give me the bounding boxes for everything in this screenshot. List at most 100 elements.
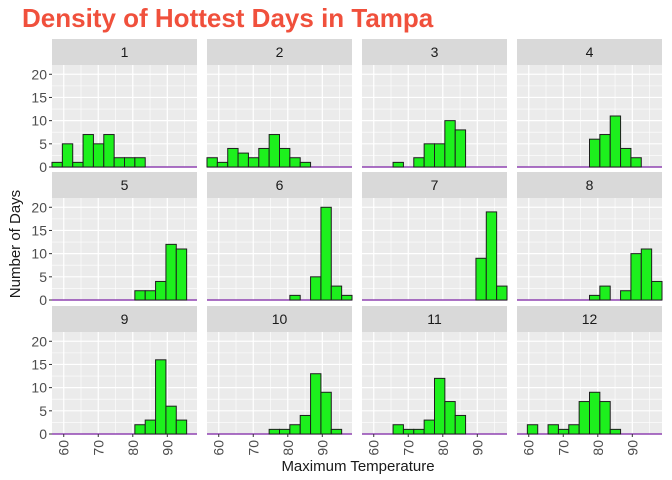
facet-strip [207,306,352,332]
histogram-bar [423,143,435,168]
histogram-bar [402,428,415,435]
histogram-bar [134,424,146,435]
facet-strip-label: 7 [431,177,439,193]
histogram-bar [330,428,343,435]
facet-strip [362,306,507,332]
histogram-bar [279,428,291,435]
histogram-bar [103,134,115,168]
histogram-bar [547,424,559,435]
facet-strip-label: 3 [431,44,439,60]
x-tick-label: 80 [435,440,451,456]
facet-strip-label: 9 [121,311,129,327]
x-axis-title: Maximum Temperature [281,458,434,475]
histogram-bar [589,294,601,301]
y-tick-label: 10 [31,380,47,396]
facet-panel-4: 4 [517,39,662,168]
histogram-bar [454,129,467,168]
histogram-bar [599,285,611,301]
histogram-bar [475,257,487,301]
histogram-bar [485,211,498,301]
chart-title: Density of Hottest Days in Tampa [22,3,434,33]
histogram-bar [61,143,74,168]
x-tick-label: 60 [366,440,382,456]
histogram-bar [620,147,632,168]
y-tick-label: 0 [39,159,47,175]
y-tick-label: 20 [31,333,47,349]
facet-strip [517,172,662,198]
x-tick-label: 60 [56,440,72,456]
y-tick-label: 0 [39,426,47,442]
histogram-bar [144,419,157,435]
facet-strip [517,306,662,332]
x-tick-label: 90 [624,440,640,456]
x-tick-label: 80 [125,440,141,456]
x-tick-label: 80 [590,440,606,456]
facet-strip-label: 2 [276,44,284,60]
histogram-bar [630,157,642,168]
histogram-bar [589,391,601,435]
facet-panel-2: 2 [206,39,352,168]
histogram-bar [609,115,622,168]
y-tick-label: 15 [31,89,47,105]
y-axis-title: Number of Days [7,190,24,298]
x-tick-label: 80 [280,440,296,456]
facet-strip-label: 10 [272,311,288,327]
histogram-bar [526,424,539,435]
histogram-bar [454,414,467,435]
histogram-bar [113,157,126,168]
histogram-bar [299,161,312,168]
histogram-bar [620,290,632,301]
facet-strip [362,39,507,65]
histogram-bar [216,161,229,168]
histogram-bar [155,359,167,435]
facet-strip [52,39,197,65]
x-tick-label: 70 [400,440,416,456]
facet-strip-label: 4 [586,44,594,60]
histogram-bar [568,424,580,435]
histogram-bar [413,428,425,435]
panel-background [52,65,197,167]
facet-panel-10: 10 60 70 80 90 [207,306,352,456]
facet-panel-3: 3 [362,39,507,168]
histogram-bar [144,290,157,301]
x-tick-label: 70 [90,440,106,456]
y-tick-label: 5 [39,269,47,285]
histogram-bar [651,280,663,301]
histogram-bar [82,134,94,168]
facet-panel-6: 6 [207,172,353,301]
histogram-bar [258,147,270,168]
histogram-bar [578,401,591,435]
x-tick-label: 90 [159,440,175,456]
y-tick-label: 20 [31,199,47,215]
y-tick-label: 0 [39,292,47,308]
y-tick-label: 15 [31,356,47,372]
histogram-bar [392,424,404,435]
histogram-bar [320,391,332,435]
histogram-bar [444,401,456,435]
x-tick-label: 60 [211,440,227,456]
histogram-bar [599,134,611,168]
x-tick-label: 70 [245,440,261,456]
histogram-bar [434,377,446,435]
histogram-bar [268,428,280,435]
histogram-bar [175,419,188,435]
y-tick-label: 5 [39,403,47,419]
facet-strip-label: 6 [276,177,284,193]
histogram-bar [289,424,301,435]
facet-panel-7: 7 [362,172,508,301]
facet-strip [207,172,352,198]
histogram-bar [247,157,260,168]
facet-strip-label: 11 [427,311,442,327]
y-tick-label: 15 [31,222,47,238]
histogram-bar [496,285,508,301]
histogram-bar [72,161,84,168]
facet-strip-label: 5 [121,177,129,193]
y-tick-label: 10 [31,113,47,129]
histogram-bar [279,147,291,168]
facet-strip-label: 8 [586,177,594,193]
x-tick-label: 90 [469,440,485,456]
histogram-bar [165,405,177,435]
histogram-bar [165,243,177,301]
